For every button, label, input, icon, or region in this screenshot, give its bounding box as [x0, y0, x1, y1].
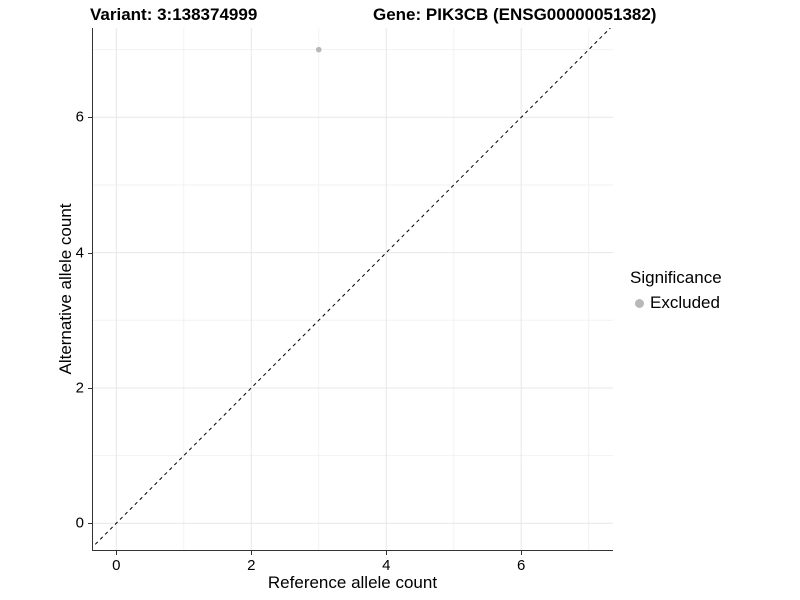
y-axis-tick-label: 2 [75, 379, 84, 397]
data-point [315, 46, 322, 53]
y-axis-tick [88, 523, 92, 525]
x-axis-title: Reference allele count [267, 573, 438, 592]
y-axis-tick [88, 117, 92, 119]
x-axis-tick-label: 2 [247, 557, 256, 574]
x-axis-tick-label: 0 [112, 557, 121, 574]
identity-line [92, 28, 612, 549]
y-axis-tick-label: 4 [75, 244, 84, 262]
legend: Significance Excluded [630, 268, 722, 313]
x-axis-tick [521, 551, 523, 555]
x-axis-tick-label: 6 [517, 557, 526, 574]
y-axis-tick-label: 6 [75, 108, 84, 126]
legend-item-label: Excluded [650, 293, 720, 312]
y-axis-title: Alternative allele count [56, 203, 75, 375]
plot-panel [92, 28, 613, 551]
y-axis-tick [88, 252, 92, 254]
x-axis-tick [386, 551, 388, 555]
x-axis-tick [251, 551, 253, 555]
plot-panel-canvas [92, 28, 613, 551]
legend-item-excluded: Excluded [630, 293, 722, 313]
x-axis-tick-label: 4 [382, 557, 391, 574]
gene-title: Gene: PIK3CB (ENSG00000051382) [373, 5, 657, 24]
variant-title: Variant: 3:138374999 [90, 5, 258, 24]
y-axis-tick [88, 387, 92, 389]
y-axis-tick-label: 0 [75, 514, 84, 532]
legend-title: Significance [630, 268, 722, 287]
excluded-point-swatch [635, 298, 644, 308]
x-axis-tick [116, 551, 118, 555]
